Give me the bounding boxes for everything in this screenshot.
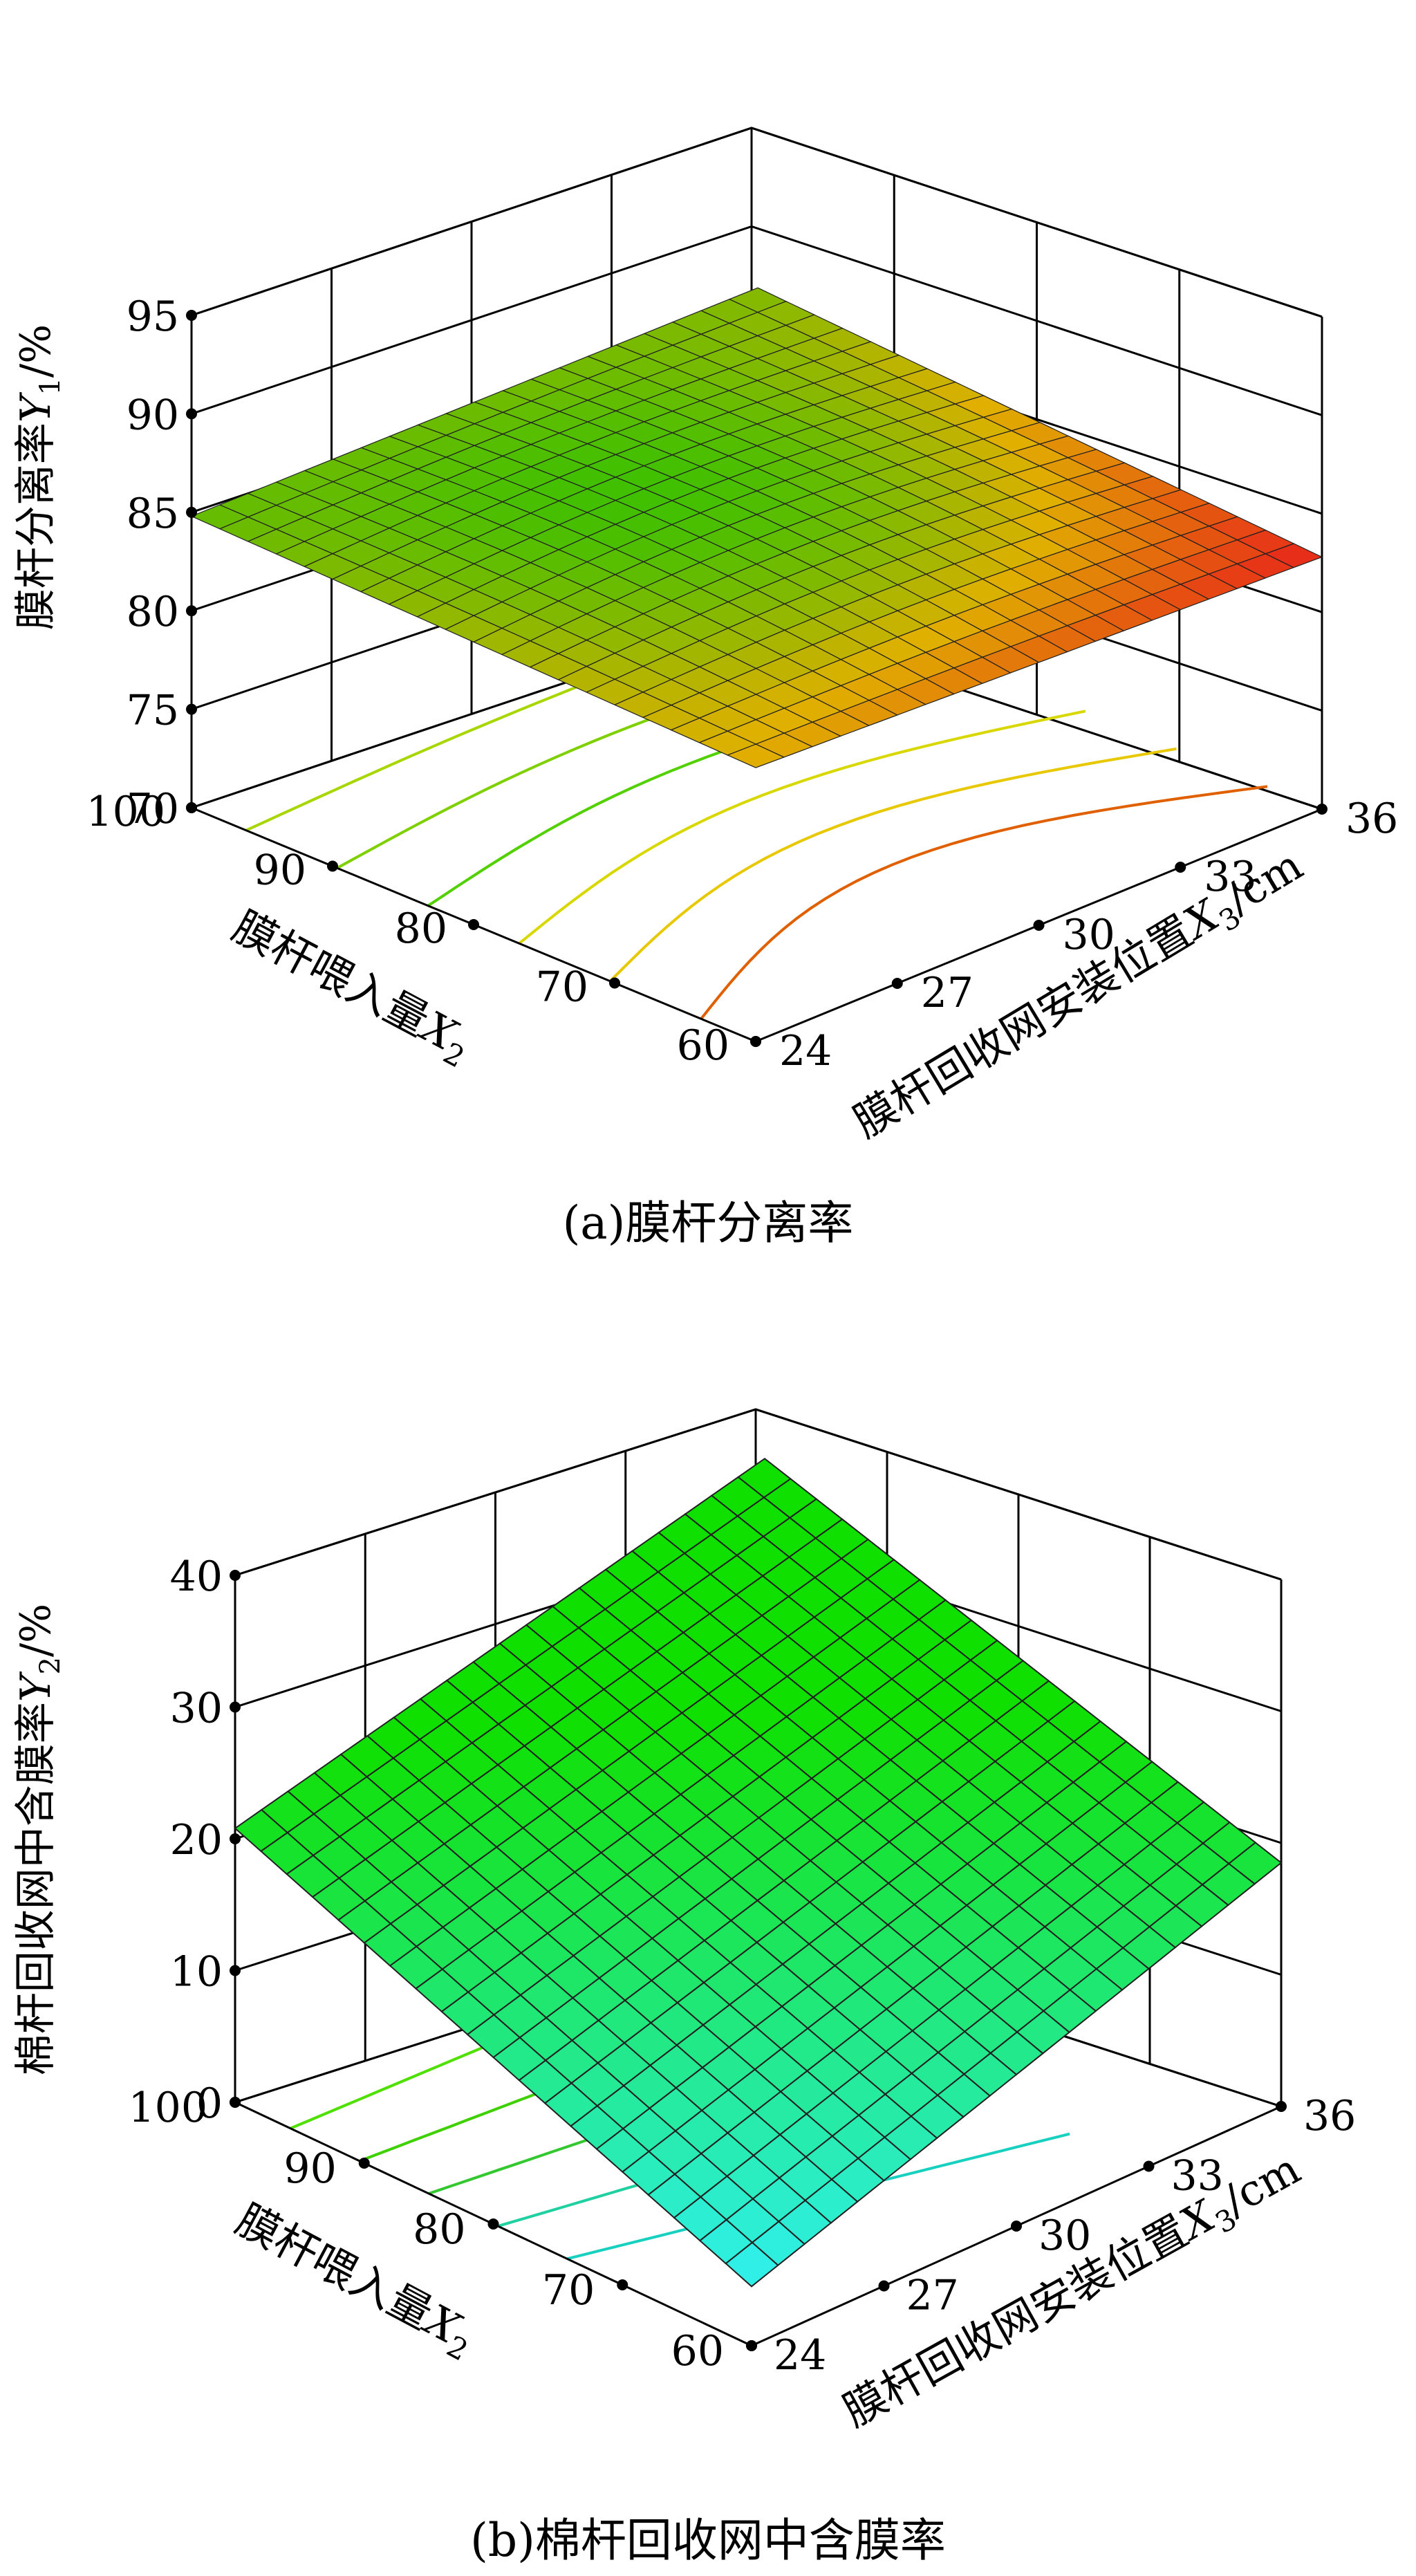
x3-tick-dot [1276, 2101, 1287, 2112]
x3-tick-label: 33 [1171, 2152, 1224, 2200]
contour-line [518, 710, 1086, 945]
x2-tick-dot [609, 977, 620, 989]
x3-axis-label-text: 膜杆回收网安装位置 [835, 2205, 1196, 2436]
surface-plot-a: 70 75 80 85 90 95 100 90 80 70 60 24 27 30 33 36 膜杆分离率Y1… [12, 127, 1398, 1153]
z-tick-label: 30 [170, 1685, 223, 1733]
wall-hgrid [191, 225, 1323, 416]
x3-tick-label: 33 [1204, 853, 1256, 901]
z-tick-label: 85 [127, 490, 179, 538]
z-tick-label: 0 [196, 2079, 223, 2128]
x3-tick-dot [1316, 804, 1328, 815]
x3-tick-dot [1011, 2221, 1022, 2232]
x2-tick-label: 90 [254, 846, 306, 895]
z-tick-dot [186, 605, 197, 617]
x3-tick-dot [878, 2280, 890, 2292]
x3-axis-label-text: 膜杆回收网安装位置 [845, 905, 1202, 1147]
x3-tick-dot [750, 1036, 761, 1047]
z-axis-label-unit: /% [12, 1604, 60, 1657]
surface-mesh [190, 287, 1323, 768]
z-tick-label: 80 [127, 588, 179, 636]
x3-tick-label: 30 [1038, 2212, 1091, 2260]
x2-tick-dot [468, 919, 479, 930]
z-axis-label-sub: 1 [35, 378, 66, 395]
x2-tick-dot [487, 2218, 499, 2230]
z-tick-label: 75 [127, 687, 179, 735]
z-axis-label-text: 膜杆分离率 [12, 423, 60, 630]
x2-tick-label: 60 [677, 1021, 729, 1070]
caption-a: (a)膜杆分离率 [562, 1196, 854, 1250]
contour-line [700, 785, 1268, 1020]
z-tick-label: 95 [127, 293, 179, 341]
x3-tick-label: 36 [1303, 2092, 1356, 2140]
x2-tick-dot [230, 2097, 241, 2108]
x2-tick-label: 100 [128, 2084, 207, 2132]
z-axis-label-sub: 2 [35, 1657, 66, 1674]
z-tick-label: 40 [170, 1553, 223, 1601]
x3-tick-dot [1143, 2160, 1155, 2172]
z-axis-label-symbol: Y [12, 1671, 60, 1702]
z-tick-dot [186, 703, 197, 715]
z-tick-dot [230, 1965, 241, 1976]
wall-top-edge [234, 1408, 1282, 1581]
z-tick-dot [186, 310, 197, 321]
x3-tick-label: 27 [906, 2272, 959, 2320]
z-axis-label: 膜杆分离率Y1/% [12, 324, 66, 630]
z-tick-label: 20 [170, 1816, 223, 1864]
x2-tick-label: 80 [413, 2205, 465, 2254]
z-tick-dot [230, 1833, 241, 1844]
x2-tick-label: 60 [671, 2327, 724, 2375]
x3-tick-label: 24 [779, 1027, 832, 1075]
z-tick-label: 70 [127, 785, 179, 833]
x2-tick-dot [617, 2279, 628, 2290]
x3-tick-dot [1175, 862, 1186, 873]
z-tick-dot [186, 408, 197, 420]
x3-tick-dot [891, 978, 903, 989]
x2-axis-label-text: 膜杆喂入量 [228, 2194, 441, 2339]
contour-line [608, 747, 1177, 983]
caption-b: (b)棉杆回收网中含膜率 [470, 2514, 946, 2567]
x2-tick-label: 70 [542, 2266, 595, 2315]
z-axis-label: 棉杆回收网中含膜率Y2/% [12, 1604, 66, 2075]
z-axis-label-symbol: Y [12, 391, 60, 423]
x2-tick-dot [358, 2158, 370, 2169]
x3-tick-label: 27 [921, 969, 974, 1017]
x2-tick-label: 70 [536, 963, 588, 1012]
x3-tick-dot [1033, 920, 1045, 931]
surface-cell [737, 1457, 792, 1499]
x2-tick-dot [186, 802, 197, 813]
surface-cell [728, 287, 788, 313]
x2-tick-label: 100 [86, 788, 165, 836]
x3-tick-label: 24 [774, 2331, 826, 2380]
wall-top-edge [191, 127, 1323, 318]
z-tick-label: 10 [170, 1948, 223, 1996]
x3-tick-label: 36 [1345, 795, 1398, 843]
z-tick-dot [230, 1570, 241, 1581]
z-axis-label-text: 棉杆回收网中含膜率 [12, 1702, 60, 2075]
surface-plot-b: 0 10 20 30 40 100 90 80 70 60 24 27 30 33 36 棉杆回收网中含膜率Y… [12, 1408, 1356, 2436]
z-axis-label-unit: /% [12, 324, 60, 378]
z-tick-label: 90 [127, 391, 179, 439]
surface-mesh [234, 1457, 1283, 2288]
z-tick-dot [230, 1701, 241, 1713]
x2-tick-dot [327, 860, 338, 872]
x2-tick-label: 90 [283, 2144, 336, 2193]
x3-tick-label: 30 [1063, 911, 1115, 959]
z-tick-dot [186, 506, 197, 518]
x3-tick-dot [746, 2340, 757, 2351]
x2-tick-label: 80 [395, 905, 447, 953]
x3-axis-label: 膜杆回收网安装位置X3/cm [845, 840, 1314, 1153]
